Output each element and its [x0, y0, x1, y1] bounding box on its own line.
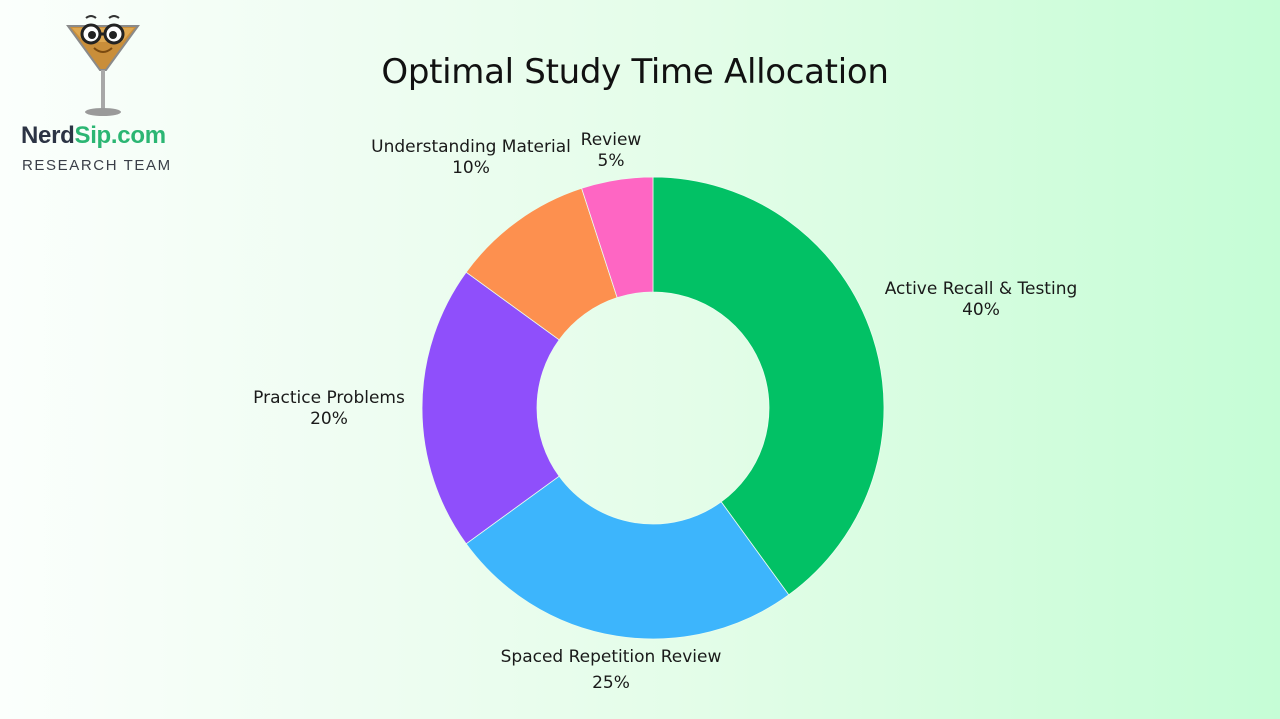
slice-label-value: 20%	[310, 409, 348, 429]
slice-label-practice-problems: Practice Problems 20%	[253, 388, 405, 430]
donut-slice-active-recall-testing	[652, 176, 885, 596]
slice-label-active-recall: Active Recall & Testing 40%	[885, 279, 1078, 321]
donut-slice-spaced-repetition-review	[465, 475, 790, 640]
donut-slice-practice-problems	[421, 271, 560, 545]
brand-name-part2: Sip.com	[74, 122, 166, 149]
brand-name-part1: Nerd	[21, 122, 75, 149]
martini-glass-with-glasses-icon	[66, 15, 140, 116]
donut-slice-review	[581, 176, 654, 299]
slice-label-spaced-repetition: Spaced Repetition Review 25%	[501, 647, 722, 694]
slice-label-name: Understanding Material	[371, 137, 571, 157]
slice-label-value: 5%	[597, 151, 625, 171]
brand-name: NerdSip.com	[21, 122, 166, 150]
brand-tagline: RESEARCH TEAM	[22, 157, 172, 174]
chart-title: Optimal Study Time Allocation	[381, 52, 889, 92]
slice-label-review: Review 5%	[581, 130, 642, 172]
slice-label-value: 40%	[962, 300, 1000, 320]
slice-label-value: 10%	[452, 158, 490, 178]
slice-label-understanding-material: Understanding Material 10%	[371, 137, 571, 179]
brand-logo: NerdSip.com RESEARCH TEAM	[0, 0, 200, 190]
slice-label-name: Spaced Repetition Review	[500, 647, 722, 667]
slice-label-name: Practice Problems	[253, 388, 405, 408]
slice-label-name: Review	[580, 130, 642, 150]
slice-label-name: Active Recall & Testing	[884, 279, 1078, 299]
slice-label-value: 25%	[592, 673, 630, 693]
